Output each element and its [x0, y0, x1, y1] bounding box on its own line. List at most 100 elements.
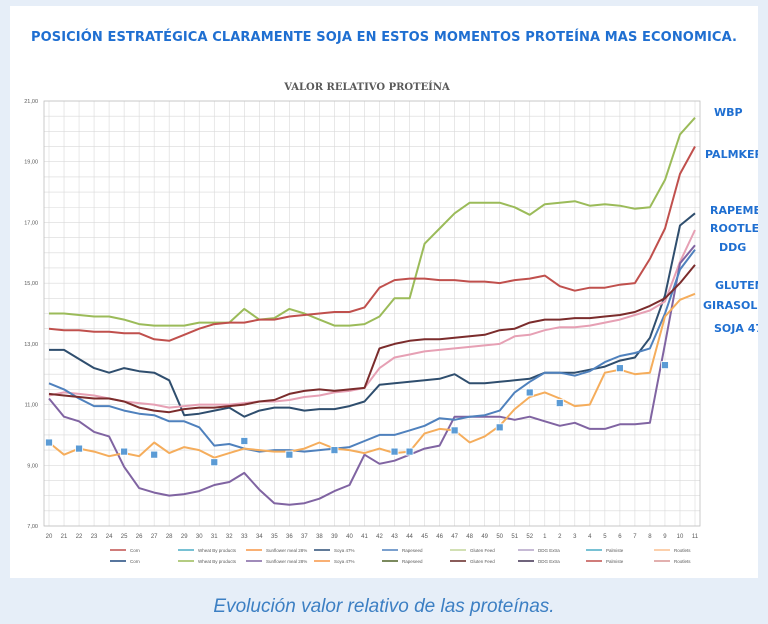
x-tick-label: 20 — [46, 534, 53, 540]
x-tick-label: 51 — [511, 534, 518, 540]
data-point-marker — [661, 361, 669, 370]
x-tick-label: 2 — [558, 534, 562, 540]
legend-label: Sunflower meal 28% — [266, 548, 307, 553]
legend-label: Palmiste — [606, 559, 624, 564]
series-line-ddg — [48, 244, 696, 506]
chart-title: VALOR RELATIVO PROTEÍNA — [283, 81, 450, 93]
data-point-marker — [495, 423, 504, 432]
y-tick-label: 9,00 — [27, 463, 38, 469]
plot-area-border — [43, 100, 701, 527]
x-tick-label: 45 — [421, 534, 428, 540]
series-annotation: DDG — [719, 241, 746, 254]
x-tick-label: 4 — [588, 534, 592, 540]
series-annotation: SOJA 47 — [714, 322, 758, 335]
series-line-wbp — [49, 117, 696, 327]
legend-label: Rootlets — [674, 559, 691, 564]
data-point-marker — [390, 447, 399, 456]
x-tick-label: 3 — [573, 534, 577, 540]
data-point-marker — [285, 450, 294, 459]
series-line-palmkern — [48, 146, 696, 342]
x-tick-label: 28 — [166, 534, 173, 540]
y-tick-label: 19,00 — [24, 160, 38, 166]
x-tick-label: 35 — [271, 534, 278, 540]
x-tick-label: 40 — [346, 534, 353, 540]
legend-label: Rootlets — [674, 548, 691, 553]
series-annotation: GLUTEN — [715, 279, 758, 292]
legend-label: Gluten Feed — [470, 559, 495, 564]
x-tick-label: 46 — [436, 534, 443, 540]
x-tick-label: 52 — [526, 534, 533, 540]
legend-label: Wheat By products — [198, 559, 237, 564]
x-tick-label: 38 — [316, 534, 323, 540]
headline: POSICIÓN ESTRATÉGICA CLARAMENTE SOJA EN … — [30, 30, 738, 45]
y-tick-label: 15,00 — [24, 281, 38, 287]
data-point-marker — [615, 364, 624, 373]
series-annotation: GIRASOL 28 — [703, 299, 758, 312]
data-point-marker — [525, 388, 534, 397]
x-tick-label: 29 — [181, 534, 188, 540]
legend-label: DDG Extra — [538, 559, 560, 564]
data-point-marker — [555, 399, 564, 407]
x-tick-label: 21 — [61, 534, 68, 540]
series-line-gluten — [48, 249, 696, 453]
x-tick-label: 9 — [663, 534, 667, 540]
x-tick-label: 39 — [331, 534, 338, 540]
x-tick-label: 41 — [361, 534, 368, 540]
x-tick-label: 5 — [603, 534, 607, 540]
series-annotation: WBP — [714, 106, 743, 119]
data-point-marker — [405, 447, 414, 456]
data-point-marker — [150, 450, 159, 459]
data-point-marker — [240, 437, 249, 445]
legend-label: Rapeseed — [402, 559, 423, 564]
x-tick-label: 8 — [648, 534, 652, 540]
x-tick-label: 50 — [496, 534, 503, 540]
series-line-rootlets — [48, 229, 696, 409]
data-point-marker — [210, 458, 219, 467]
x-tick-label: 48 — [466, 534, 473, 540]
data-point-marker — [75, 444, 83, 453]
x-tick-label: 47 — [451, 534, 458, 540]
x-tick-label: 33 — [241, 534, 248, 540]
series-line-soja-47 — [48, 292, 696, 459]
legend-label: Corn — [130, 559, 140, 564]
series-annotation: RAPEMEAL — [710, 204, 758, 217]
x-tick-label: 43 — [391, 534, 398, 540]
x-tick-label: 10 — [677, 534, 684, 540]
data-point-marker — [45, 438, 53, 447]
series-annotation: PALMKERN — [705, 148, 758, 161]
x-tick-label: 32 — [226, 534, 233, 540]
data-point-marker — [120, 447, 129, 456]
x-tick-label: 30 — [196, 534, 203, 540]
legend-label: Wheat By products — [198, 548, 237, 553]
x-tick-label: 26 — [136, 534, 143, 540]
x-tick-label: 1 — [543, 534, 547, 540]
x-tick-label: 49 — [481, 534, 488, 540]
y-tick-label: 21,00 — [24, 99, 38, 105]
data-point-marker — [330, 446, 339, 455]
x-tick-label: 31 — [211, 534, 218, 540]
x-tick-label: 23 — [91, 534, 98, 540]
x-tick-label: 7 — [633, 534, 637, 540]
x-tick-label: 27 — [151, 534, 158, 540]
y-tick-label: 7,00 — [27, 524, 38, 530]
legend-label: Soya 47% — [334, 548, 355, 553]
series-line-girasol-28 — [48, 264, 696, 414]
x-tick-label: 25 — [121, 534, 128, 540]
series-line-rapemeal — [49, 212, 696, 418]
x-tick-label: 11 — [692, 534, 699, 540]
series-annotation: ROOTLETS — [710, 222, 758, 235]
data-point-marker — [450, 426, 459, 435]
x-tick-label: 24 — [106, 534, 113, 540]
line-chart: VALOR RELATIVO PROTEÍNA 7,00 9,00 11,00 13,0… — [24, 81, 758, 564]
legend-label: Palmiste — [606, 548, 624, 553]
y-tick-label: 11,00 — [25, 403, 38, 409]
legend-label: Sunflower meal 28% — [266, 559, 307, 564]
figure-caption: Evolución valor relativo de las proteína… — [213, 596, 555, 617]
legend-label: Soya 47% — [334, 559, 355, 564]
y-tick-label: 13,00 — [24, 342, 38, 348]
chart-frame: POSICIÓN ESTRATÉGICA CLARAMENTE SOJA EN … — [10, 6, 758, 578]
legend-label: DDG Extra — [538, 548, 560, 553]
x-tick-label: 34 — [256, 534, 263, 540]
x-tick-label: 22 — [76, 534, 83, 540]
legend-label: Rapeseed — [402, 548, 423, 553]
